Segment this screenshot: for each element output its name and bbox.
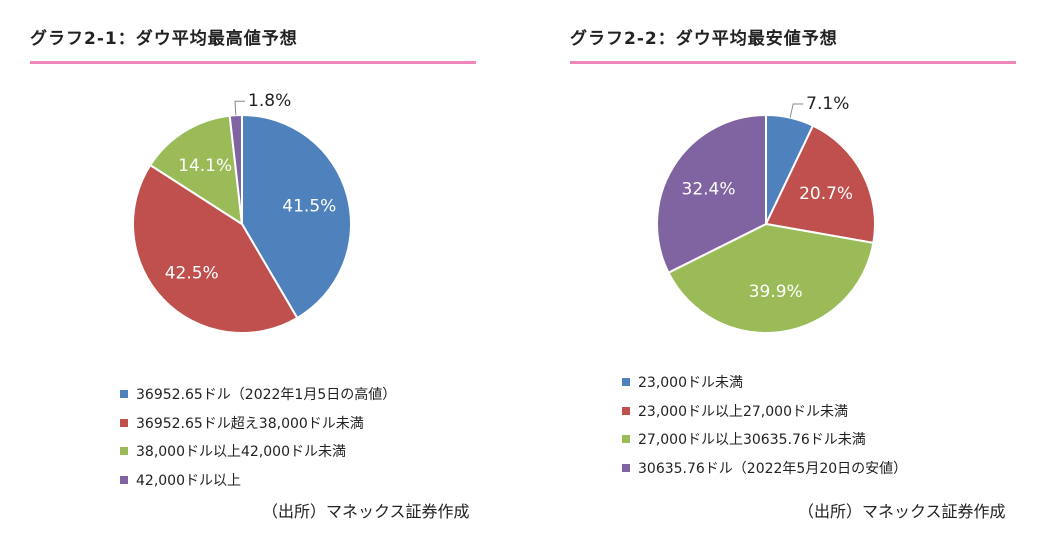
data-label: 41.5% xyxy=(282,197,336,217)
legend-swatch xyxy=(622,435,630,444)
legend-item: 36952.65ドル超え38,000ドル未満 xyxy=(120,409,396,438)
legend-item: 23,000ドル以上27,000ドル未満 xyxy=(622,397,907,426)
data-label: 20.7% xyxy=(799,184,853,204)
legend-label: 23,000ドル以上27,000ドル未満 xyxy=(638,403,848,420)
legend-label: 23,000ドル未満 xyxy=(638,375,743,392)
legend-swatch xyxy=(622,378,630,387)
legend-label: 36952.65ドル（2022年1月5日の高値） xyxy=(136,387,397,404)
legend-label: 27,000ドル以上30635.76ドル未満 xyxy=(638,432,866,449)
leader-line xyxy=(789,103,804,118)
pie-chart-low: 7.1% 20.7% 39.9% 32.4% xyxy=(655,94,876,334)
data-label: 32.4% xyxy=(682,179,736,199)
pie-slice xyxy=(655,113,767,275)
legend-item: 38,000ドル以上42,000ドル未満 xyxy=(120,437,396,466)
legend-swatch xyxy=(120,390,128,399)
pie-chart-high: 41.5% 42.5% 14.1% 1.8% xyxy=(132,91,353,334)
legend: 23,000ドル未満 23,000ドル以上27,000ドル未満 27,000ドル… xyxy=(622,368,907,482)
pie-slice xyxy=(228,113,243,225)
legend-label: 36952.65ドル超え38,000ドル未満 xyxy=(136,415,364,432)
data-label: 42.5% xyxy=(165,263,219,283)
pie-slice xyxy=(241,113,353,320)
pie-slice xyxy=(148,114,244,226)
legend-item: 30635.76ドル（2022年5月20日の安値） xyxy=(622,454,907,483)
legend-swatch xyxy=(120,475,128,484)
legend-swatch xyxy=(120,447,128,456)
source-note: （出所）マネックス証券作成 xyxy=(798,502,1006,521)
legend-item: 27,000ドル以上30635.76ドル未満 xyxy=(622,425,907,454)
legend-swatch xyxy=(622,406,630,415)
chart-title: グラフ2-1：ダウ平均最高値予想 xyxy=(30,29,298,49)
legend-label: 30635.76ドル（2022年5月20日の安値） xyxy=(638,460,908,477)
legend-swatch xyxy=(622,463,630,472)
pie-slice xyxy=(667,222,875,334)
chart-panel-low: グラフ2-2：ダウ平均最安値予想 7.1% 20.7% 39.9% 32.4% 23,… xyxy=(570,0,1030,546)
data-label: 7.1% xyxy=(806,94,849,114)
title-underline xyxy=(570,61,1016,64)
legend-item: 42,000ドル以上 xyxy=(120,466,396,495)
chart-panel-high: グラフ2-1：ダウ平均最高値予想 41.5% 42.5% 14.1% 1.8% 369… xyxy=(30,0,490,546)
legend-swatch xyxy=(120,418,128,427)
legend: 36952.65ドル（2022年1月5日の高値） 36952.65ドル超え38,… xyxy=(120,380,396,494)
pie-slice xyxy=(764,124,876,245)
source-note: （出所）マネックス証券作成 xyxy=(262,502,470,521)
legend-label: 42,000ドル以上 xyxy=(136,472,241,489)
title-underline xyxy=(30,61,476,64)
chart-title: グラフ2-2：ダウ平均最安値予想 xyxy=(570,29,838,49)
data-label: 14.1% xyxy=(178,156,232,176)
data-label: 1.8% xyxy=(248,91,291,111)
legend-item: 36952.65ドル（2022年1月5日の高値） xyxy=(120,380,396,409)
data-label: 39.9% xyxy=(749,282,803,302)
legend-item: 23,000ドル未満 xyxy=(622,368,907,397)
legend-label: 38,000ドル以上42,000ドル未満 xyxy=(136,444,346,461)
leader-line xyxy=(234,100,246,116)
pie-slice xyxy=(132,163,299,334)
